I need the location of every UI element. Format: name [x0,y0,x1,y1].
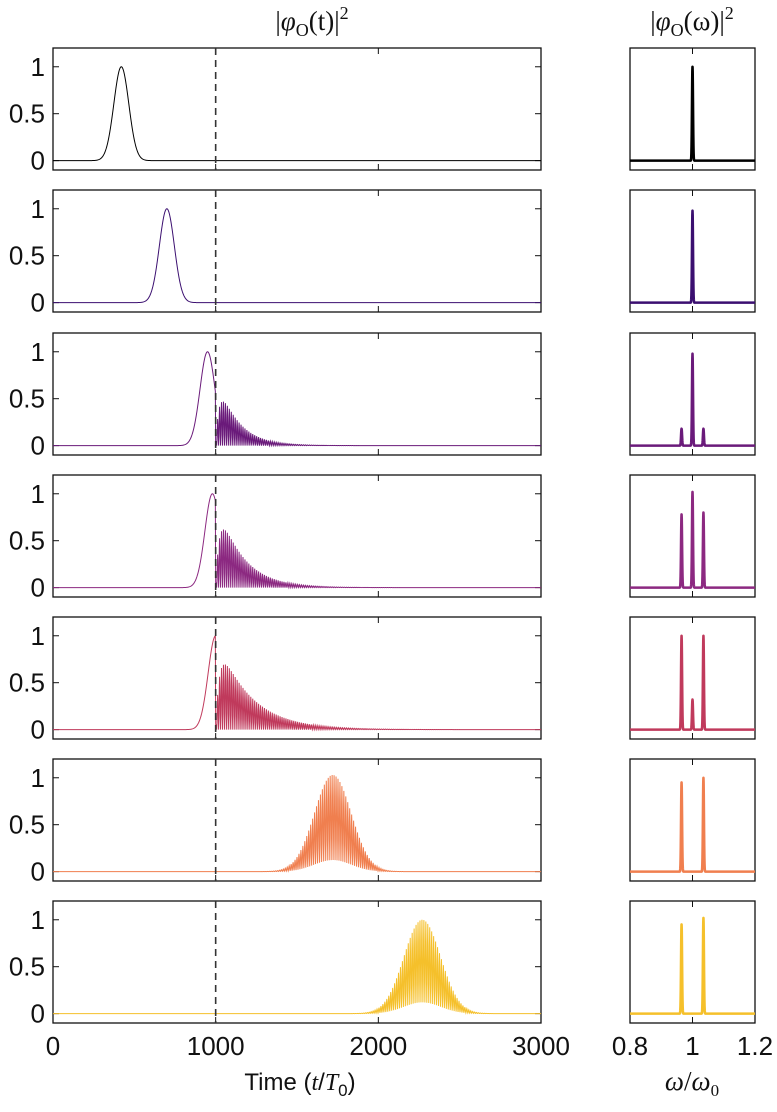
freq-series-line-3 [628,352,757,447]
time-panel-frame-5 [52,616,542,740]
time-panel-frame-4 [52,474,542,598]
xlabel-post: ) [348,1069,356,1096]
time-series-line-4 [53,493,541,590]
title-phi: φ [656,6,671,36]
title-bar-open: | [275,6,280,36]
y-tick-label: 1 [31,621,45,651]
freq-series-line-5 [628,634,757,731]
title-sub: O [296,20,309,40]
time-series-line-3 [53,351,541,448]
freq-series-line-6 [628,776,757,873]
y-tick-label: 0 [31,288,45,318]
time-series-line-2 [53,208,541,304]
y-tick-label: 0.5 [9,810,45,840]
freq-panel-frame-7 [629,900,756,1024]
title-arg: (ω) [684,6,720,36]
y-tick-label: 1 [31,52,45,82]
y-tick-label: 1 [31,479,45,509]
xlabel-var2: T [325,1070,340,1096]
y-tick-label: 1 [31,763,45,793]
x-tick-label: 0.8 [612,1031,648,1061]
freq-series-line-7 [628,916,757,1015]
time-panel-frame-7 [52,900,542,1024]
x-tick-label: 1.2 [737,1031,773,1061]
x-tick-label: 1000 [187,1031,245,1061]
xlabel-var: ω [665,1066,684,1096]
time-panel-title: |φO(t)|2 [275,3,348,40]
freq-series-line-4 [628,490,757,589]
xlabel-var: t [311,1070,319,1096]
time-panel-frame-6 [52,758,542,882]
title-sup: 2 [340,3,349,23]
xlabel-sub: 0 [338,1081,347,1100]
freq-series-line-2 [628,209,757,304]
x-tick-label: 1 [685,1031,699,1061]
y-tick-label: 0.5 [9,241,45,271]
y-tick-label: 0 [31,715,45,745]
y-tick-label: 0 [31,431,45,461]
y-tick-label: 0.5 [9,99,45,129]
freq-panel-frame-6 [629,758,756,882]
y-tick-label: 0 [31,857,45,887]
time-series-line-1 [53,66,541,162]
title-bar-open: | [650,6,655,36]
title-sup: 2 [725,3,734,23]
y-tick-label: 1 [31,337,45,367]
y-tick-label: 1 [31,194,45,224]
y-tick-label: 0.5 [9,668,45,698]
xlabel-slash: / [318,1069,325,1096]
freq-axis-label: ω/ω0 [665,1066,719,1100]
time-series-line-5 [53,634,542,732]
title-bar-close: | [719,6,724,36]
time-series-line-7 [53,919,541,1015]
time-series-line-6 [53,775,541,873]
time-axis-label: Time (t/T0) [244,1069,355,1100]
xlabel-sub: 0 [711,1081,720,1100]
title-bar-close: | [334,6,339,36]
freq-panel-title: |φO(ω)|2 [650,3,734,40]
xlabel-slash: / [684,1066,692,1096]
x-tick-label: 2000 [349,1031,407,1061]
time-panel-frame-2 [52,189,542,313]
xlabel-pre: Time ( [244,1069,311,1096]
y-tick-label: 0 [31,146,45,176]
y-tick-label: 0.5 [9,952,45,982]
x-tick-label: 3000 [512,1031,570,1061]
title-sub: O [671,20,684,40]
xlabel-var2: ω [692,1066,711,1096]
y-tick-label: 0.5 [9,526,45,556]
y-tick-label: 1 [31,905,45,935]
y-tick-label: 0 [31,999,45,1029]
freq-series-line-1 [628,65,757,162]
time-panel-frame-3 [52,332,542,456]
time-panel-frame-1 [52,47,542,171]
panels-group: 0 0.5 1 0 0.5 1 0 0.5 1 0 0.5 1 0 0.5 1 0 0.5 1 0 0.5 1 0 1000… [9,47,773,1061]
title-phi: φ [281,6,296,36]
y-tick-label: 0.5 [9,384,45,414]
y-tick-label: 0 [31,573,45,603]
title-arg: (t) [309,6,334,36]
x-tick-label: 0 [46,1031,60,1061]
